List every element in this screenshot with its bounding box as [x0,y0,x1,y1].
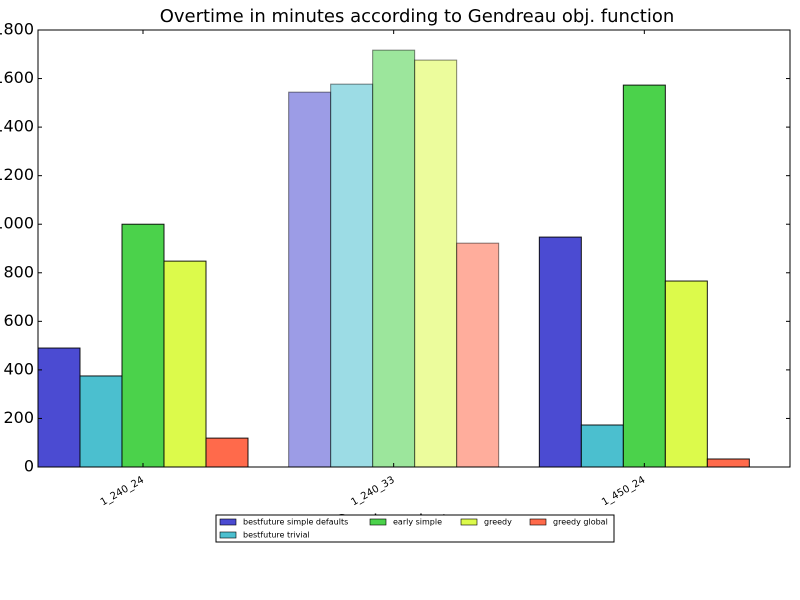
legend-swatch [219,518,237,526]
y-tick-label: 1400 [0,117,34,136]
legend-swatch [460,518,478,526]
bar [330,83,374,468]
bar [163,260,207,468]
bar [414,59,458,468]
legend-box [215,514,615,543]
bar [456,242,500,468]
bar [538,236,582,468]
y-tick-label: 200 [3,408,34,427]
bar [79,375,123,468]
y-tick-label: 800 [3,262,34,281]
y-tick-label: 600 [3,311,34,330]
bar [622,84,666,468]
bar [580,424,624,468]
y-tick-label: 1200 [0,165,34,184]
y-tick-label: 1800 [0,20,34,39]
legend-swatch [219,531,237,539]
bar [205,437,249,468]
legend-label: bestfuture simple defaults [243,518,348,527]
y-tick-label: 400 [3,359,34,378]
bar [288,91,332,468]
y-tick-label: 1000 [0,214,34,233]
legend-swatch [369,518,387,526]
bar [37,347,81,468]
legend-label: bestfuture trivial [243,531,310,540]
legend-label: greedy [484,518,512,527]
bar [706,458,750,468]
bar [121,223,165,468]
y-tick-label: 1600 [0,68,34,87]
chart-title: Overtime in minutes according to Gendrea… [160,6,675,27]
legend-label: early simple [393,518,442,527]
bar [664,280,708,468]
legend-label: greedy global [553,518,608,527]
legend-swatch [529,518,547,526]
plot-frame [37,29,791,468]
legend: bestfuture simple defaults bestfuture tri… [215,514,615,543]
bar [372,49,416,468]
y-tick-label: 0 [24,457,34,476]
